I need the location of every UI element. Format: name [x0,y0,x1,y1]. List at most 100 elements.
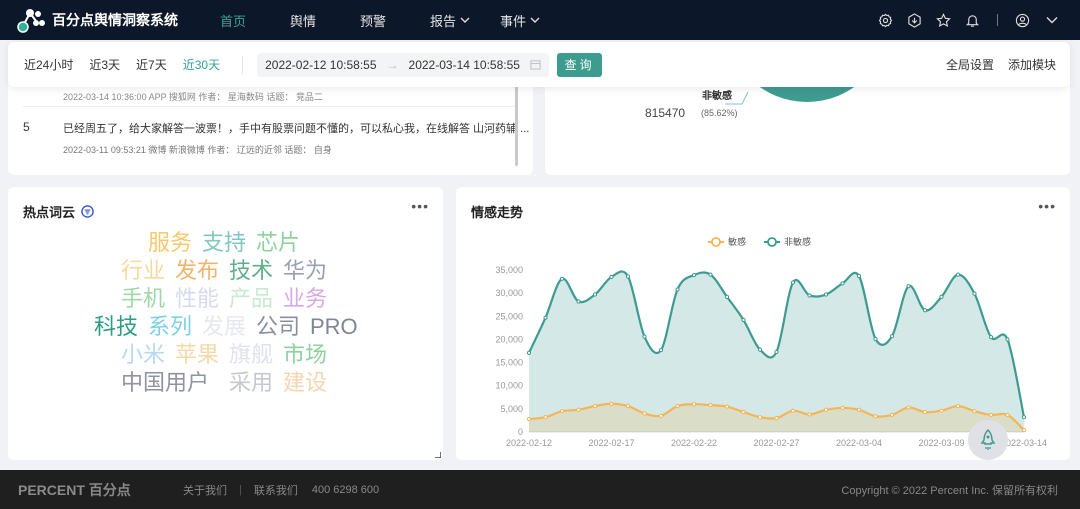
word-cloud-word[interactable]: 科技 [94,314,139,339]
list-item-title[interactable]: 已经周五了，给大家解答一波票！，手中有股票问题不懂的，可以私心我，在线解答 山河… [63,123,530,135]
scrollbar[interactable] [515,80,518,166]
filter-icon[interactable] [81,205,94,218]
date-range-picker[interactable]: 2022-02-12 10:58:55 → 2022-03-14 10:58:5… [257,52,550,77]
rocket-icon [980,428,996,450]
word-cloud-word[interactable]: 性能 [175,286,220,311]
range-24h[interactable]: 近24小时 [24,58,74,72]
divider [242,55,244,74]
word-cloud-word[interactable]: 发布 [175,258,220,283]
nav-label: 首页 [220,13,247,29]
word-cloud-word[interactable]: 中国用户 [121,370,210,395]
add-module-link[interactable]: 添加模块 [1007,58,1056,72]
pie-label: 非敏感 [702,91,732,102]
data-point [724,404,730,409]
word-cloud-word[interactable]: 支持 [202,230,247,255]
sentiment-trend-card: 情感走势 ••• 35,000 30,000 25,000 20,000 15,000 1… [456,187,1070,460]
data-point [576,407,581,412]
data-point [741,409,746,415]
word-cloud-word[interactable]: 公司 [256,314,301,339]
top-header: 百分点舆情洞察系统 首页 舆情 预警 报告 事件 [0,0,1080,40]
back-to-top-button[interactable] [968,420,1008,460]
word-cloud-word[interactable]: 产品 [229,286,274,311]
about-link[interactable]: 关于我们 [183,484,227,497]
data-point [774,416,779,421]
range-30d[interactable]: 近30天 [182,58,221,72]
star-icon[interactable] [935,12,952,29]
logo[interactable]: 百分点舆情洞察系统 [16,7,206,33]
more-options-icon[interactable]: ••• [1038,198,1056,214]
bell-icon[interactable] [964,12,981,29]
range-7d[interactable]: 近7天 [136,58,167,72]
y-tick-label: 20,000 [495,334,523,344]
list-item-rank: 5 [23,120,30,134]
contact-link[interactable]: 联系我们 [253,484,298,497]
data-point [889,412,895,417]
word-cloud-word[interactable]: 行业 [121,258,166,283]
card-title: 热点词云 [23,205,76,220]
word-cloud-word[interactable]: 芯片 [256,230,301,255]
start-date[interactable]: 2022-02-12 10:58:55 [265,57,377,72]
resize-handle-icon[interactable] [435,452,441,458]
word-cloud-word[interactable]: 小米 [121,342,166,367]
data-point [757,347,763,352]
data-point [642,411,647,416]
word-cloud-word[interactable]: 建设 [283,370,328,395]
y-tick-label: 35,000 [495,265,523,275]
y-tick-label: 25,000 [495,311,523,321]
pie-value: 815470 [645,106,686,120]
data-point [840,281,845,286]
query-button[interactable]: 查询 [557,52,603,77]
end-date[interactable]: 2022-03-14 10:58:55 [408,57,520,72]
nav-sentiment[interactable]: 舆情 [290,11,360,30]
data-point [658,347,664,353]
data-point [625,274,631,279]
word-cloud-word[interactable]: 业务 [283,286,328,311]
global-settings-link[interactable]: 全局设置 [945,58,994,72]
word-cloud-word[interactable]: 旗舰 [229,342,274,367]
chevron-down-icon[interactable] [1043,12,1060,29]
y-tick-label: 0 [518,427,523,437]
word-cloud-word[interactable]: 苹果 [175,342,220,367]
data-point [658,413,664,418]
data-point [906,405,911,410]
pie-percent: (85.62%) [701,108,738,118]
data-point [856,407,862,412]
legend-label: 敏感 [728,236,746,247]
word-cloud-word[interactable]: 服务 [148,230,193,255]
gear-icon[interactable] [877,12,894,29]
data-point [741,317,746,323]
main-nav: 首页 舆情 预警 报告 事件 [220,11,570,30]
word-cloud-word[interactable]: 手机 [121,286,166,311]
x-tick-label: 2022-02-22 [671,438,717,448]
data-point [856,273,862,279]
data-point [1005,412,1010,417]
data-point [757,415,763,420]
word-cloud-word[interactable]: 市场 [283,342,328,367]
word-cloud-word[interactable]: 采用 [229,370,274,395]
user-icon[interactable] [1014,12,1031,29]
word-cloud-word[interactable]: 华为 [283,258,328,283]
data-point [1021,415,1027,420]
more-options-icon[interactable]: ••• [411,198,429,214]
nav-home[interactable]: 首页 [220,11,290,30]
nav-report[interactable]: 报告 [430,11,500,30]
download-icon[interactable] [906,12,923,29]
word-cloud-word[interactable]: 发展 [202,314,247,339]
data-point [823,292,829,297]
footer: PERCENT 百分点 关于我们 | 联系我们 400 6298 600 Cop… [0,470,1080,509]
x-tick-label: 2022-02-27 [753,438,799,448]
word-cloud-word[interactable]: 技术 [229,258,274,283]
nav-event[interactable]: 事件 [500,11,570,30]
data-point [889,334,895,339]
data-point [790,280,796,285]
range-3d[interactable]: 近3天 [89,58,121,72]
word-cloud-word[interactable]: 系列 [148,314,193,339]
card-title: 情感走势 [471,205,524,220]
list-item-meta: 2022-03-11 09:53:21 微博 新浪微博 作者： 辽远的近邻 话题… [63,145,332,155]
data-point [972,409,977,414]
word-cloud-word[interactable]: PRO [310,314,358,339]
nav-alert[interactable]: 预警 [360,11,430,30]
chevron-down-icon [460,17,470,23]
data-point [708,403,713,408]
data-point [790,408,796,413]
